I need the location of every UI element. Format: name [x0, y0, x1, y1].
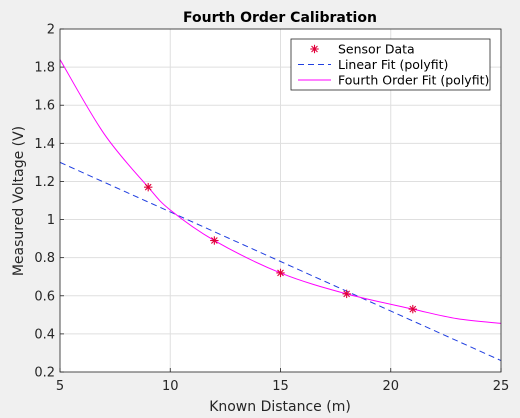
x-tick-label: 10	[162, 379, 179, 394]
sensor-data-point	[210, 236, 219, 245]
y-tick-label: 0.8	[34, 251, 55, 266]
x-tick-label: 15	[272, 379, 289, 394]
sensor-data-point	[276, 268, 285, 278]
legend-entry-label: Linear Fit (polyfit)	[338, 57, 448, 72]
legend-entry-label: Sensor Data	[338, 41, 415, 56]
legend-entry-label: Fourth Order Fit (polyfit)	[338, 72, 489, 87]
legend-box	[290, 38, 491, 91]
axis-ticks: 5 10 15 20 25 0.2 0.4 0.6 0.8 1 1.2 1.4 1.6 1.8 2	[34, 23, 509, 395]
y-tick-label: 1.8	[34, 61, 55, 76]
x-tick-label: 5	[56, 379, 64, 394]
sensor-data-point	[144, 182, 153, 192]
y-axis-label: Measured Voltage (V)	[11, 126, 27, 276]
series-layer	[59, 59, 502, 362]
sensor-data-point	[408, 304, 417, 314]
x-tick-label: 25	[493, 379, 510, 394]
y-tick-label: 1	[47, 213, 55, 228]
x-tick-label: 20	[382, 379, 399, 394]
y-tick-label: 0.6	[34, 289, 55, 304]
x-axis-label: Known Distance (m)	[209, 399, 351, 415]
y-tick-label: 1.4	[34, 137, 55, 152]
legend-marker-sensor-data	[310, 44, 319, 54]
y-tick-label: 0.2	[34, 366, 55, 381]
y-tick-label: 2	[47, 23, 55, 38]
chart-title: Fourth Order Calibration	[183, 10, 377, 26]
y-tick-label: 0.4	[34, 327, 55, 342]
sensor-data-point	[342, 289, 351, 299]
series-fourth-order-fit-line	[59, 59, 502, 324]
series-linear-fit-line	[59, 161, 502, 362]
y-tick-label: 1.2	[34, 175, 55, 190]
y-tick-label: 1.6	[34, 99, 55, 114]
